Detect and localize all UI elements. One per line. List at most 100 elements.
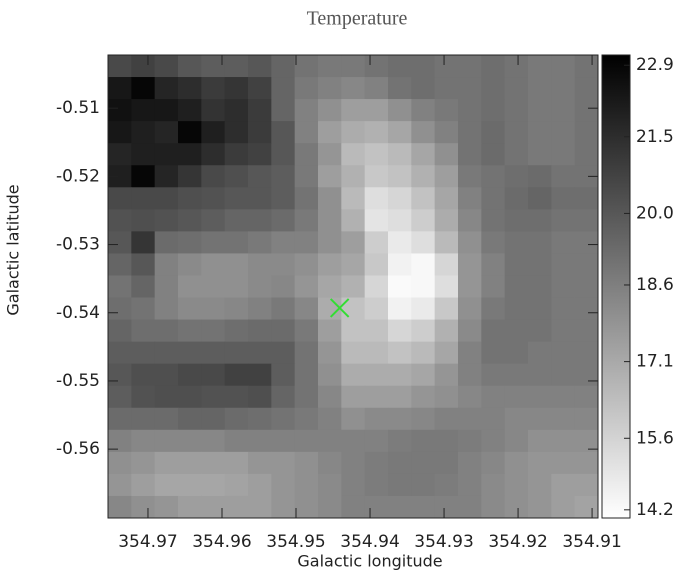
x-tick-label: 354.92 [488, 532, 547, 552]
heat-cell [365, 474, 389, 497]
heat-cell [271, 187, 295, 210]
heat-cell [528, 165, 552, 188]
heat-cell [528, 496, 552, 519]
heat-cell [271, 320, 295, 343]
heat-cell [388, 275, 412, 298]
heat-cell [318, 496, 342, 519]
heat-cell [248, 342, 272, 365]
heat-cell [108, 496, 132, 519]
y-tick-label: -0.55 [56, 371, 100, 391]
heat-cell [248, 496, 272, 519]
heat-cell [458, 209, 482, 232]
heat-cell [388, 99, 412, 122]
heat-cell [271, 209, 295, 232]
heat-cell [411, 77, 435, 100]
heat-cell [505, 121, 529, 144]
heat-cell [458, 143, 482, 166]
heat-cell [225, 209, 249, 232]
heat-cell [248, 165, 272, 188]
heat-cell [318, 143, 342, 166]
heat-cell [365, 496, 389, 519]
heat-cell [248, 77, 272, 100]
heat-cell [481, 342, 505, 365]
heat-cell [411, 121, 435, 144]
heat-cell [528, 121, 552, 144]
heat-cell [178, 121, 202, 144]
heat-cell [178, 209, 202, 232]
heat-cell [551, 342, 575, 365]
heat-cell [248, 187, 272, 210]
heat-cell [108, 121, 132, 144]
heat-cell [271, 275, 295, 298]
heat-cell [481, 55, 505, 78]
heat-cell [481, 143, 505, 166]
heat-cell [435, 143, 459, 166]
heat-cell [481, 121, 505, 144]
heat-cell [178, 143, 202, 166]
heat-cell [271, 298, 295, 321]
heat-cell [435, 231, 459, 254]
heat-cell [435, 452, 459, 475]
heat-cell [505, 55, 529, 78]
heat-cell [411, 253, 435, 276]
heat-cell [295, 143, 319, 166]
heat-cell [481, 231, 505, 254]
heat-cell [201, 275, 225, 298]
heat-cell [271, 386, 295, 409]
heat-cell [388, 187, 412, 210]
heat-cell [435, 496, 459, 519]
heat-cell [411, 55, 435, 78]
heat-cell [505, 342, 529, 365]
heat-cell [388, 474, 412, 497]
heat-cell [178, 99, 202, 122]
heat-cell [388, 121, 412, 144]
heat-cell [435, 386, 459, 409]
heat-cell [551, 430, 575, 453]
heat-cell [318, 364, 342, 387]
heat-cell [411, 496, 435, 519]
heat-cell [435, 430, 459, 453]
heat-cell [551, 496, 575, 519]
heat-cell [201, 231, 225, 254]
heat-cell [341, 496, 365, 519]
heat-cell [295, 386, 319, 409]
heat-cell [365, 342, 389, 365]
heat-cell [201, 121, 225, 144]
heat-cell [131, 320, 155, 343]
heat-cell [575, 298, 599, 321]
y-tick-label: -0.52 [56, 166, 100, 186]
heat-cell [551, 55, 575, 78]
heat-cell [388, 430, 412, 453]
heat-cell [458, 275, 482, 298]
heat-cell [271, 143, 295, 166]
heat-cell [318, 55, 342, 78]
heat-cell [388, 496, 412, 519]
heat-cell [388, 408, 412, 431]
heat-cell [155, 209, 179, 232]
heat-cell [201, 430, 225, 453]
heat-cell [411, 231, 435, 254]
heat-cell [225, 143, 249, 166]
heat-cell [225, 99, 249, 122]
heat-cell [271, 55, 295, 78]
heat-cell [155, 452, 179, 475]
heat-cell [108, 342, 132, 365]
heat-cell [248, 320, 272, 343]
y-tick-label: -0.54 [56, 303, 100, 323]
heat-cell [295, 408, 319, 431]
heat-cell [318, 275, 342, 298]
heat-cell [225, 253, 249, 276]
heat-cell [155, 77, 179, 100]
heat-cell [108, 275, 132, 298]
heat-cell [178, 253, 202, 276]
heat-cell [201, 408, 225, 431]
heat-cell [178, 496, 202, 519]
heat-cell [295, 253, 319, 276]
heat-cell [248, 275, 272, 298]
heat-cell [271, 496, 295, 519]
heat-cell [365, 364, 389, 387]
heat-cell [341, 209, 365, 232]
heat-cell [341, 77, 365, 100]
heat-cell [341, 99, 365, 122]
heat-cell [388, 452, 412, 475]
